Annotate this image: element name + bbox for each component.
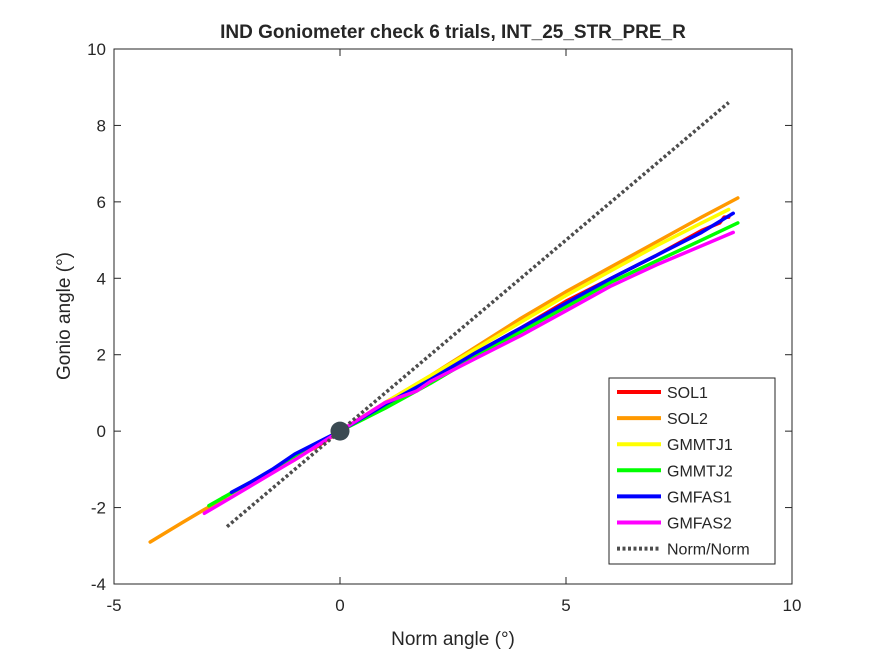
legend-label: SOL1 xyxy=(667,385,708,402)
x-tick-label: 10 xyxy=(783,596,802,615)
y-tick-label: 0 xyxy=(97,422,106,441)
legend-label: Norm/Norm xyxy=(667,542,750,559)
axes-box xyxy=(113,48,793,585)
legend-label: GMMTJ1 xyxy=(667,437,733,454)
x-tick-label: -5 xyxy=(106,596,121,615)
x-tick-label: 5 xyxy=(561,596,570,615)
series-line-gmfas2 xyxy=(202,230,735,516)
x-tick-label: 0 xyxy=(335,596,344,615)
y-tick-label: 10 xyxy=(87,40,106,59)
series-line-norm-norm xyxy=(225,101,730,529)
y-tick-label: 8 xyxy=(97,116,106,135)
chart-title: IND Goniometer check 6 trials, INT_25_ST… xyxy=(220,22,686,43)
legend-label: SOL2 xyxy=(667,411,708,428)
axes-layer: -5 0 5 10 -4 -2 0 2 4 6 8 10 xyxy=(87,40,801,615)
y-tick-label: 4 xyxy=(97,269,106,288)
y-tick-label: 2 xyxy=(97,346,106,365)
legend-label: GMMTJ2 xyxy=(667,463,733,480)
y-tick-label: 6 xyxy=(97,193,106,212)
x-axis-label: Norm angle (°) xyxy=(391,629,515,650)
origin-marker xyxy=(330,421,350,441)
legend: SOL1 SOL2 GMMTJ1 GMMTJ2 GMFAS1 GMFAS2 Norm/Nor… xyxy=(608,377,776,565)
legend-label: GMFAS1 xyxy=(667,489,732,506)
y-axis-label: Gonio angle (°) xyxy=(54,252,75,380)
legend-label: GMFAS2 xyxy=(667,516,732,533)
series-layer xyxy=(148,101,740,544)
y-tick-label: -4 xyxy=(91,575,106,594)
y-tick-label: -2 xyxy=(91,499,106,518)
